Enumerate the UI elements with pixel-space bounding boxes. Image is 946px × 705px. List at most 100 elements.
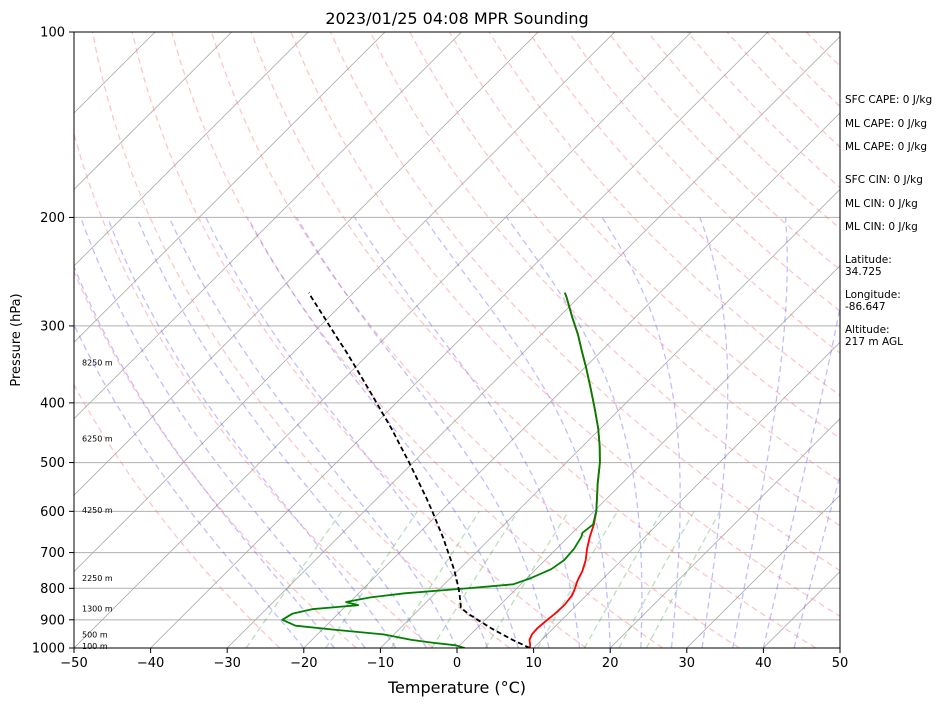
data-series <box>281 292 601 648</box>
isotherm-line <box>609 418 840 648</box>
x-tick-label: 0 <box>453 656 461 671</box>
dry-adiabat <box>488 32 840 397</box>
isotherm-line <box>74 32 462 420</box>
dry-adiabat <box>91 32 510 648</box>
height-label: 1300 m <box>82 604 113 613</box>
height-label: 6250 m <box>82 435 113 444</box>
moist-adiabat <box>80 217 366 648</box>
isotherm-line <box>303 112 840 648</box>
isotherm-line <box>74 32 692 648</box>
altitude-value: 217 m AGL <box>845 336 903 348</box>
longitude-block: Longitude: -86.647 <box>845 289 901 313</box>
ml-cin-1: ML CIN: 0 J/kg <box>845 198 918 210</box>
dry-adiabat <box>74 269 357 648</box>
background-lines <box>74 32 840 648</box>
dry-adiabat <box>290 32 840 618</box>
latitude-block: Latitude: 34.725 <box>845 254 892 278</box>
mixing-ratio-line <box>245 510 343 648</box>
x-tick-label: 10 <box>525 656 542 671</box>
y-tick-label: 400 <box>40 396 65 411</box>
sfc-cin: SFC CIN: 0 J/kg <box>845 174 923 186</box>
mixing-ratio-line <box>536 510 619 648</box>
y-tick-label: 700 <box>40 546 65 561</box>
dry-adiabat <box>131 32 587 648</box>
moist-adiabat <box>423 217 611 648</box>
longitude-value: -86.647 <box>845 301 886 313</box>
isotherm-line <box>74 32 386 343</box>
dry-adiabat <box>74 131 434 648</box>
dewpoint-profile <box>281 292 601 648</box>
height-label: 500 m <box>82 631 108 640</box>
x-tick-label: −10 <box>367 656 394 671</box>
moist-adiabat <box>699 217 729 648</box>
x-tick-label: −30 <box>213 656 240 671</box>
x-tick-label: 20 <box>602 656 619 671</box>
dry-adiabat <box>567 32 840 312</box>
mixing-ratio-line <box>583 510 663 648</box>
isotherm-line <box>533 341 840 648</box>
y-axis: 100 200 300 400 500 600 700 800 900 1000 <box>32 26 74 657</box>
latitude-value: 34.725 <box>845 266 882 278</box>
isotherm-line <box>74 32 616 573</box>
moist-adiabat <box>793 473 840 648</box>
isotherm-line <box>74 32 233 190</box>
isotherm-line <box>686 494 840 648</box>
x-tick-label: 50 <box>832 656 849 671</box>
isotherm-line <box>380 188 840 648</box>
isotherm-line <box>150 32 769 648</box>
y-tick-label: 800 <box>40 582 65 597</box>
dry-adiabat <box>409 32 840 483</box>
ml-cape-2: ML CAPE: 0 J/kg <box>845 141 928 153</box>
plot-area <box>74 32 840 648</box>
moist-adiabat <box>106 217 397 648</box>
dry-adiabat <box>448 32 840 440</box>
height-label: 100 m <box>82 642 108 651</box>
y-tick-label: 500 <box>40 456 65 471</box>
mixing-ratio-line <box>645 510 721 648</box>
isotherm-line <box>456 265 840 648</box>
chart-title: 2023/01/25 04:08 MPR Sounding <box>325 9 588 28</box>
dry-adiabat <box>528 32 840 354</box>
isotherm-line <box>74 32 309 267</box>
height-label: 8250 m <box>82 359 113 368</box>
moist-adiabat <box>601 217 681 648</box>
moist-adiabat <box>354 217 581 648</box>
altitude-label: Altitude: <box>845 324 890 336</box>
moist-adiabat <box>762 304 840 648</box>
moist-adiabat <box>168 217 458 648</box>
isotherm-line <box>74 32 539 496</box>
dry-adiabat <box>210 32 740 648</box>
x-tick-label: −20 <box>290 656 317 671</box>
parcel-profile <box>308 292 531 648</box>
y-axis-title: Pressure (hPa) <box>9 293 24 386</box>
moist-adiabat <box>74 323 305 648</box>
height-label: 2250 m <box>82 574 113 583</box>
isotherm-line <box>226 35 840 648</box>
height-labels: 100 m 500 m 1300 m 2250 m 4250 m 6250 m 8250 m <box>82 359 113 652</box>
x-axis: −50 −40 −30 −20 −10 0 10 20 30 40 50 <box>60 648 848 671</box>
x-tick-label: 40 <box>755 656 772 671</box>
altitude-block: Altitude: 217 m AGL <box>845 324 903 348</box>
x-tick-label: −50 <box>60 656 87 671</box>
moist-adiabat <box>205 217 489 648</box>
longitude-label: Longitude: <box>845 289 901 301</box>
y-tick-label: 1000 <box>32 642 65 657</box>
moist-adiabat <box>506 217 643 648</box>
y-tick-label: 200 <box>40 211 65 226</box>
dry-adiabat <box>74 383 281 648</box>
moist-adiabat <box>136 217 427 648</box>
moist-adiabat <box>296 217 550 648</box>
x-tick-label: 30 <box>679 656 696 671</box>
y-tick-label: 600 <box>40 505 65 520</box>
sfc-cape: SFC CAPE: 0 J/kg <box>845 94 933 106</box>
mixing-ratio-line <box>618 510 695 648</box>
ml-cape-1: ML CAPE: 0 J/kg <box>845 118 928 130</box>
mixing-ratio-line <box>484 510 570 648</box>
height-label: 4250 m <box>82 506 113 515</box>
dry-adiabat <box>171 32 664 648</box>
x-tick-label: −40 <box>137 656 164 671</box>
dry-adiabat <box>250 32 817 648</box>
moist-adiabat <box>247 217 519 648</box>
mixing-ratio-line <box>390 510 480 648</box>
